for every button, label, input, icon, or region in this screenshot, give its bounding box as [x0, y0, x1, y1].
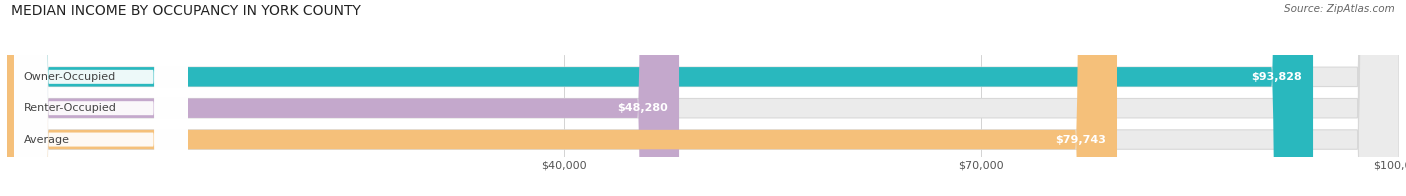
FancyBboxPatch shape [7, 0, 1313, 196]
Text: Owner-Occupied: Owner-Occupied [24, 72, 115, 82]
FancyBboxPatch shape [7, 0, 1399, 196]
Text: $48,280: $48,280 [617, 103, 668, 113]
FancyBboxPatch shape [7, 0, 1399, 196]
Text: Source: ZipAtlas.com: Source: ZipAtlas.com [1284, 4, 1395, 14]
FancyBboxPatch shape [14, 0, 188, 196]
FancyBboxPatch shape [14, 0, 188, 196]
FancyBboxPatch shape [7, 0, 679, 196]
Text: MEDIAN INCOME BY OCCUPANCY IN YORK COUNTY: MEDIAN INCOME BY OCCUPANCY IN YORK COUNT… [11, 4, 361, 18]
Text: $79,743: $79,743 [1054, 134, 1107, 145]
Text: Average: Average [24, 134, 70, 145]
Text: Renter-Occupied: Renter-Occupied [24, 103, 117, 113]
Text: $93,828: $93,828 [1251, 72, 1302, 82]
FancyBboxPatch shape [14, 0, 188, 196]
FancyBboxPatch shape [7, 0, 1116, 196]
FancyBboxPatch shape [7, 0, 1399, 196]
